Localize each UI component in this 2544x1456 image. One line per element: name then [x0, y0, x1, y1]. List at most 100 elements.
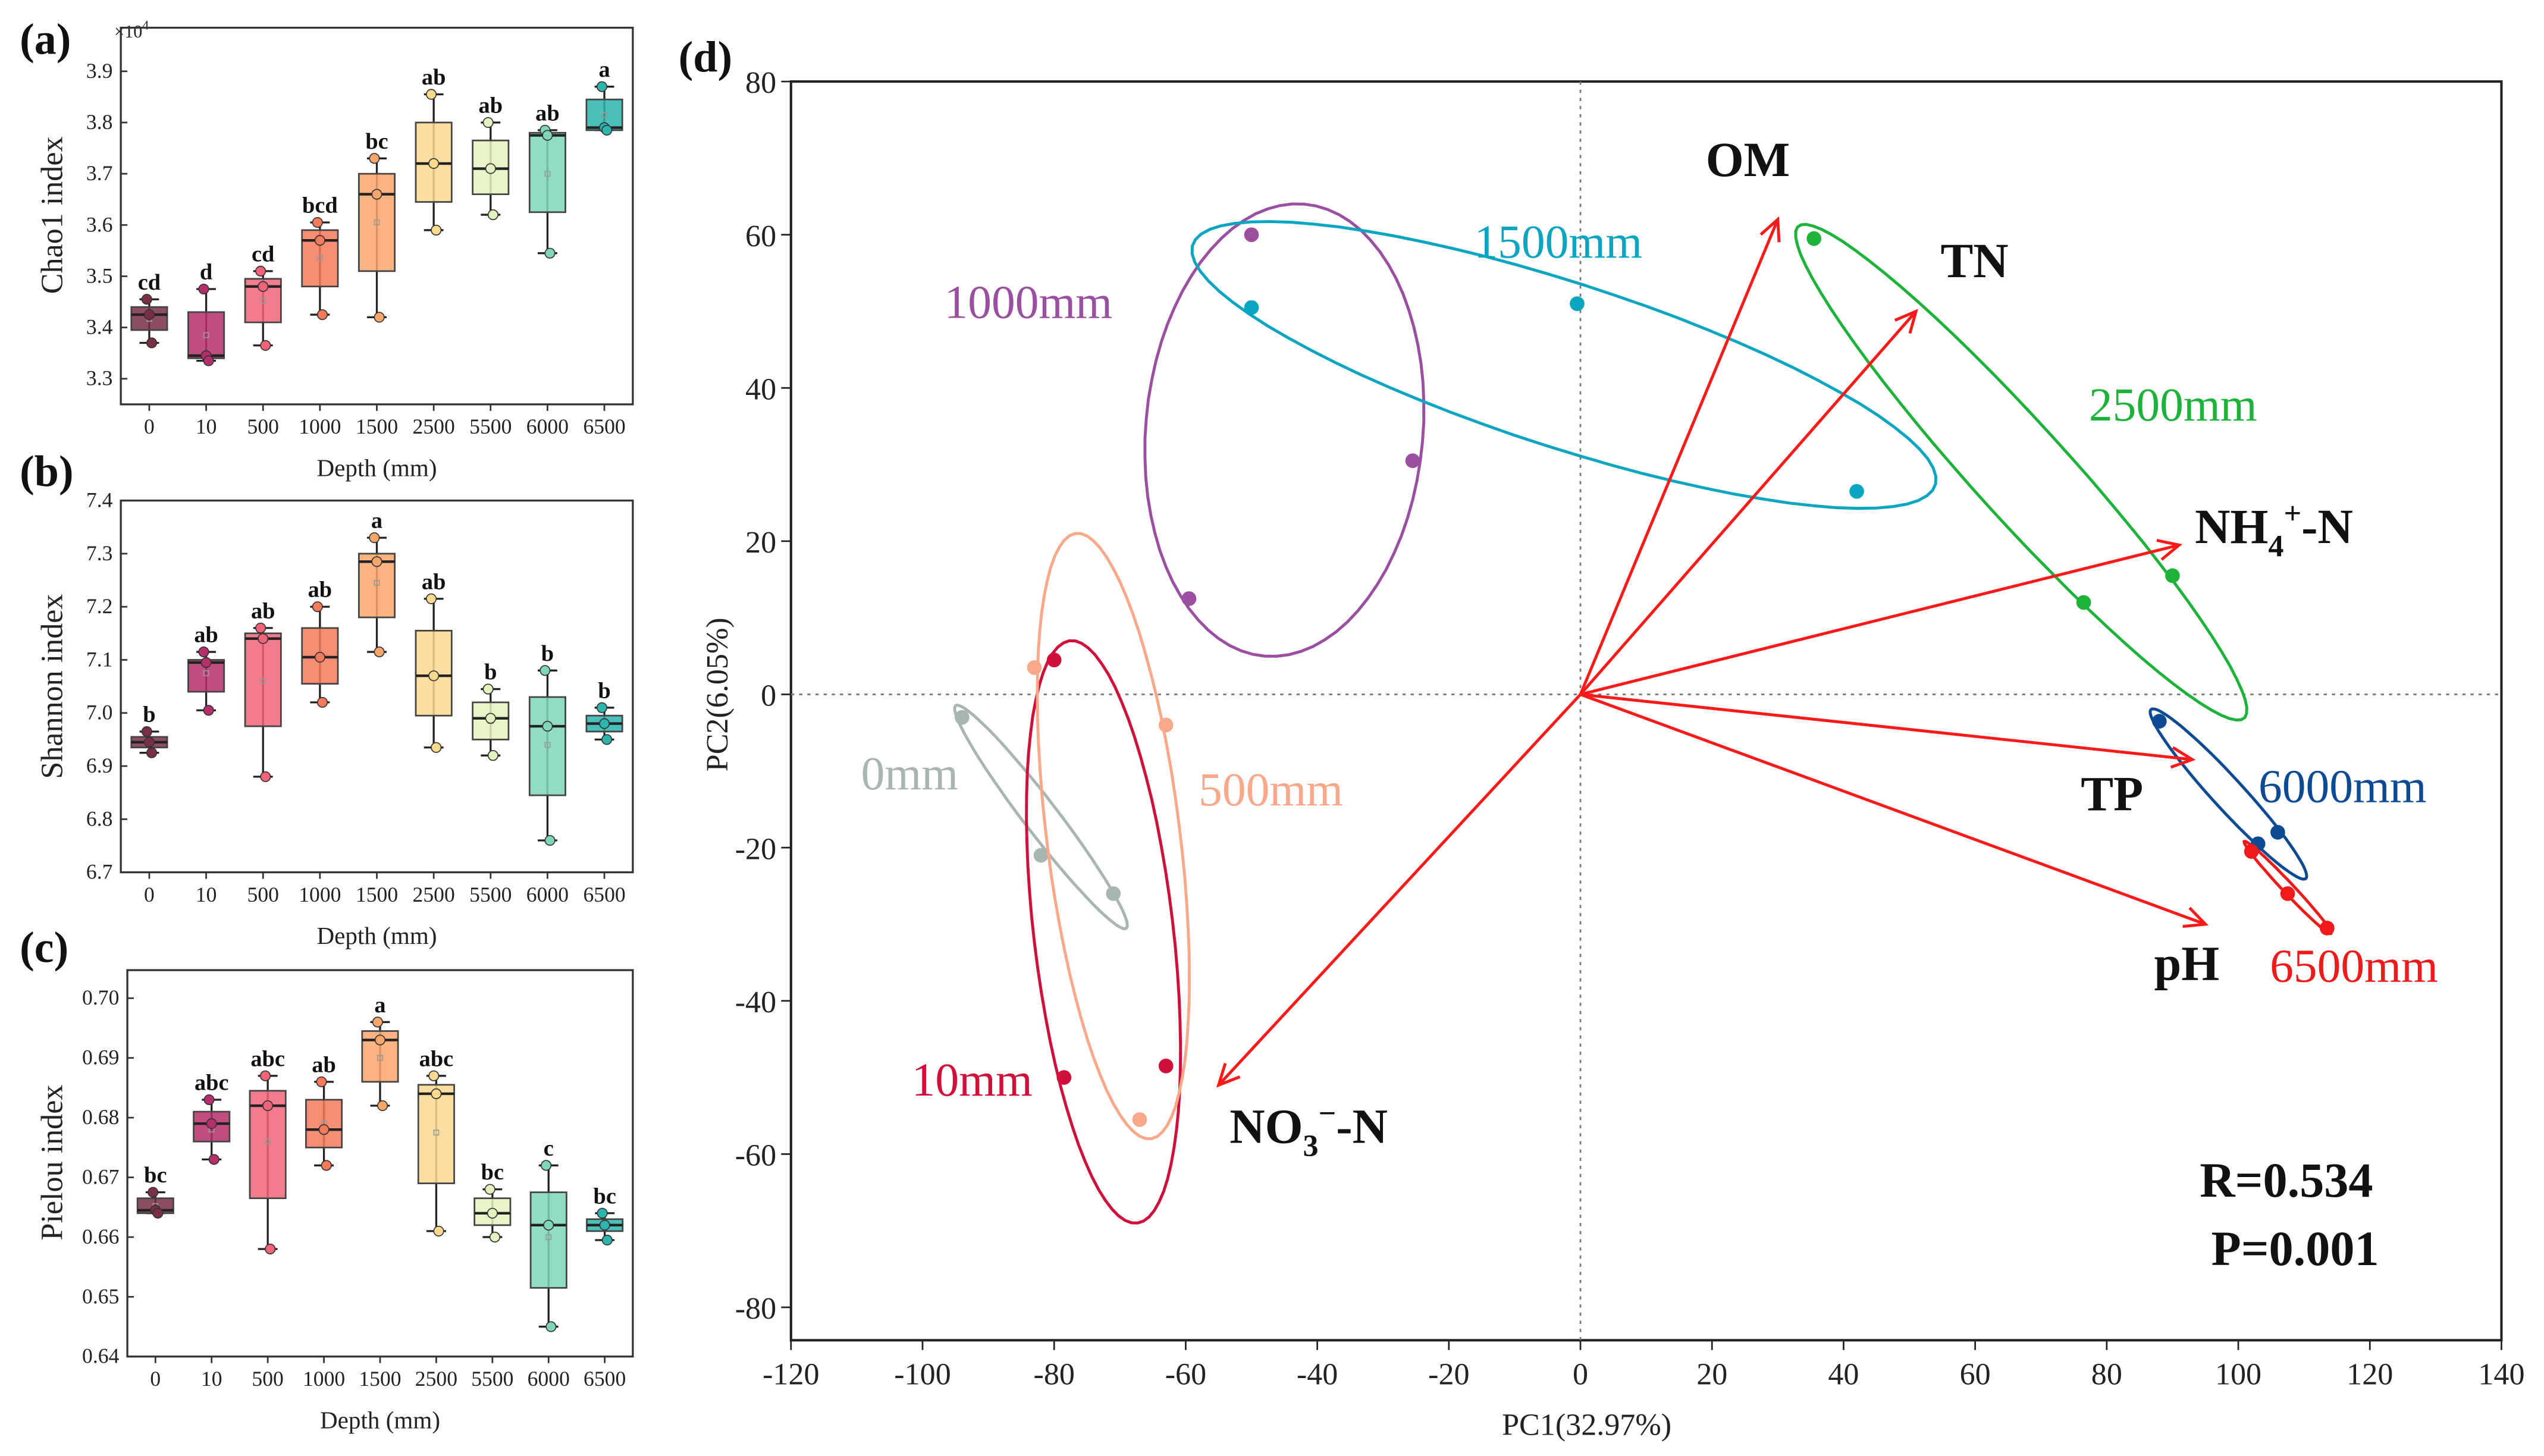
data-point [489, 1231, 501, 1242]
loading-arrow-TP [1580, 693, 2192, 761]
x-tick-label: 80 [2091, 1357, 2122, 1391]
significance-letter: a [374, 993, 385, 1018]
mean-marker [377, 1055, 383, 1061]
data-point [428, 158, 440, 169]
data-point [369, 153, 380, 164]
ellipse-10mm [1025, 639, 1182, 1225]
significance-letter: b [598, 678, 610, 703]
arrowhead-OM [1759, 216, 1781, 243]
y-tick-label: 3.8 [86, 110, 113, 134]
x-tick-label: 10 [201, 1367, 222, 1391]
x-tick-label: 5500 [469, 415, 512, 438]
x-tick-label: 140 [2478, 1357, 2524, 1391]
y-tick-label: 7.0 [86, 701, 113, 724]
x-tick-label: 5500 [471, 1367, 513, 1391]
mean-marker [544, 742, 551, 748]
data-point [316, 696, 328, 708]
box-2500 [417, 1084, 455, 1184]
y-tick-label: -60 [735, 1139, 776, 1173]
group-label-6000mm: 6000mm [2258, 761, 2427, 813]
point-6000mm [2151, 714, 2167, 729]
significance-letter: c [544, 1136, 554, 1161]
y-tick-label: 0.70 [82, 986, 119, 1009]
x-tick-label: 1000 [299, 883, 341, 906]
data-point [374, 1034, 386, 1046]
point-2500mm [2165, 568, 2180, 583]
scale-note-exponent: 4 [142, 17, 149, 32]
x-tick-label: 0 [150, 1367, 161, 1391]
y-tick-label: 0.67 [82, 1165, 119, 1188]
x-tick-label: -80 [1034, 1357, 1075, 1391]
data-point [377, 1100, 388, 1112]
arrowhead-NO3−-N [1216, 1063, 1241, 1088]
x-tick-label: 1000 [303, 1367, 345, 1391]
box-5500 [473, 1197, 512, 1226]
data-point [152, 1207, 164, 1219]
nh4-sup: + [2283, 497, 2301, 531]
data-point [428, 670, 440, 682]
y-tick-label: -40 [735, 986, 776, 1019]
anosim-r: R=0.534 [2200, 1153, 2373, 1207]
x-tick-label: 10 [196, 883, 217, 906]
x-tick-label: 60 [1960, 1357, 1991, 1391]
x-tick-label: 6000 [526, 415, 569, 438]
significance-letter: b [541, 641, 554, 666]
group-label-10mm: 10mm [912, 1054, 1033, 1106]
pca-y-axis-label: PC2(6.05%) [701, 617, 735, 771]
loading-label-nh4: NH4+-N [2195, 497, 2353, 563]
x-tick-label: -100 [894, 1357, 951, 1391]
pca-plot-frame [789, 80, 2503, 1342]
point-0mm [1033, 848, 1049, 863]
significance-letter: d [200, 260, 212, 285]
y-tick-label: 6.9 [86, 754, 113, 777]
x-tick-label: 6000 [528, 1367, 570, 1391]
mean-marker [433, 1129, 440, 1136]
chao1-x-axis-label: Depth (mm) [316, 454, 437, 482]
ellipse-0mm [953, 704, 1129, 930]
arrowhead-TN [1894, 309, 1918, 334]
significance-letter: ab [308, 578, 332, 603]
y-tick-label: 3.6 [86, 212, 113, 236]
point-10mm [1046, 652, 1062, 667]
data-point [542, 721, 553, 732]
significance-letter: bc [481, 1160, 504, 1185]
point-0mm [1106, 886, 1121, 901]
data-point [374, 312, 385, 323]
pca-x-axis-label: PC1(32.97%) [1502, 1408, 1671, 1442]
x-tick-label: 500 [247, 415, 279, 438]
data-point [312, 216, 323, 228]
data-point [541, 1160, 552, 1171]
chao1-boxplot: 3.3 3.4 3.5 3.6 3.7 3.8 3.9 0 cd 10 d 500 cd 1000 bcd 1… [86, 26, 634, 438]
point-1500mm [1570, 296, 1585, 311]
y-tick-label: 3.9 [86, 59, 113, 83]
nh4-tail: -N [2301, 500, 2353, 554]
x-tick-label: 6500 [583, 415, 625, 438]
data-point [433, 1225, 444, 1237]
y-tick-label: 20 [745, 526, 776, 560]
x-tick-label: 500 [247, 883, 279, 906]
data-point [316, 309, 328, 321]
significance-letter: abc [250, 1046, 285, 1071]
loading-label-om: OM [1706, 133, 1790, 187]
no3-tail: -N [1336, 1100, 1388, 1154]
box-1000 [305, 1099, 343, 1149]
data-point [146, 747, 158, 758]
significance-letter: ab [422, 65, 446, 90]
scale-note-base: ×10 [114, 21, 142, 42]
x-tick-label: 40 [1828, 1357, 1859, 1391]
data-point [146, 337, 158, 349]
data-point [487, 209, 498, 221]
data-point [258, 281, 269, 292]
data-point [543, 1219, 554, 1231]
significance-letter: bc [365, 129, 388, 154]
mean-marker [601, 112, 608, 118]
y-tick-label: 3.3 [86, 366, 113, 390]
data-point [198, 647, 209, 658]
anosim-p: P=0.001 [2212, 1222, 2379, 1276]
data-point [544, 834, 556, 846]
loading-arrow-pH [1580, 693, 2206, 926]
y-tick-label: -80 [735, 1292, 776, 1326]
group-label-500mm: 500mm [1199, 764, 1343, 816]
y-tick-label: -20 [735, 832, 776, 866]
